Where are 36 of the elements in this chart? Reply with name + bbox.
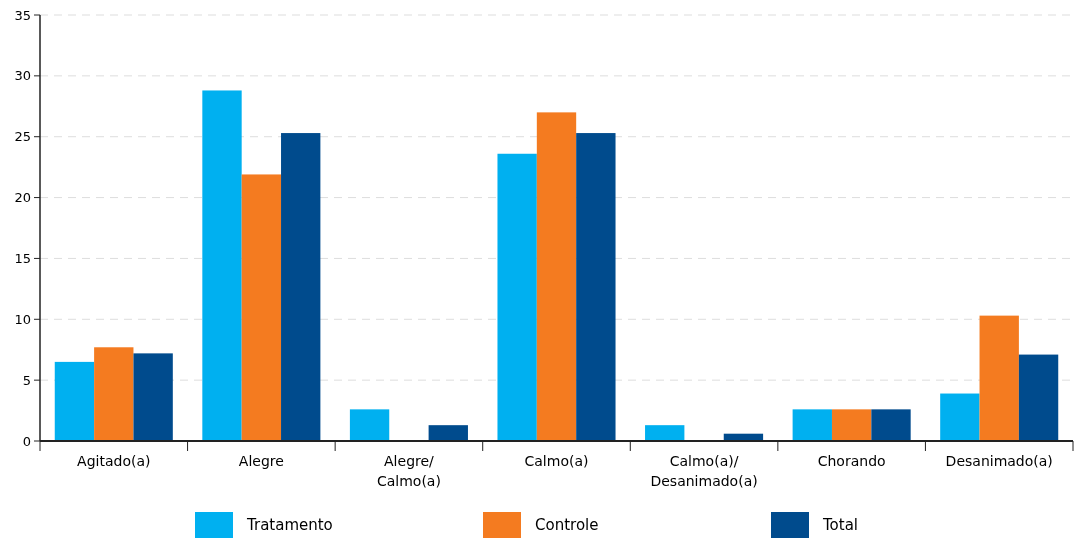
bar	[428, 425, 468, 441]
legend-label: Controle	[535, 516, 599, 535]
x-tick-label: Desanimado(a)	[945, 453, 1053, 469]
bar	[497, 153, 537, 441]
bar	[536, 112, 577, 441]
bar	[645, 425, 685, 441]
legend-label: Tratamento	[246, 516, 333, 535]
bar	[133, 353, 173, 441]
bar	[871, 409, 911, 441]
y-tick-label: 25	[14, 129, 31, 145]
x-tick-label: Calmo(a)	[524, 453, 589, 469]
x-tick-label: Calmo(a)/Desanimado(a)	[650, 453, 758, 489]
bar	[281, 133, 321, 441]
x-tick-label: Agitado(a)	[77, 453, 151, 469]
x-tick-label: Alegre/Calmo(a)	[376, 453, 441, 489]
bar	[54, 361, 95, 441]
y-tick-label: 35	[14, 7, 31, 23]
y-tick-label: 10	[14, 311, 31, 327]
y-tick-label: 5	[22, 372, 31, 388]
y-tick-label: 15	[14, 250, 31, 266]
bar	[202, 90, 242, 441]
x-tick-label: Alegre	[238, 453, 284, 469]
bar	[792, 409, 832, 441]
legend-label: Total	[822, 516, 859, 535]
bar	[241, 174, 282, 441]
y-tick-label: 0	[22, 433, 31, 449]
bar	[349, 409, 390, 441]
bar	[576, 133, 616, 441]
y-tick-label: 20	[14, 190, 31, 206]
bar	[940, 393, 980, 441]
bar	[1018, 354, 1059, 441]
bar	[979, 315, 1019, 441]
bar	[94, 347, 134, 441]
y-tick-label: 30	[14, 68, 31, 84]
bar	[831, 409, 872, 441]
x-tick-label: Chorando	[817, 453, 886, 469]
